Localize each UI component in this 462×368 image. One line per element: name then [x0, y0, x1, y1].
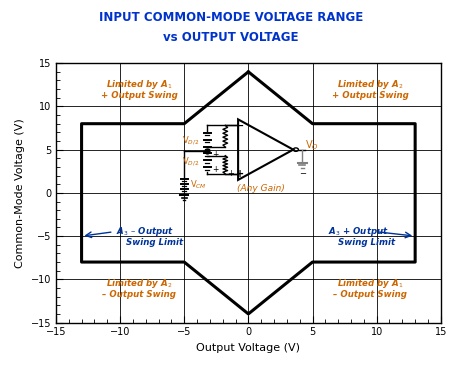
Text: A$_3$ – Output: A$_3$ – Output: [116, 225, 174, 238]
Text: −: −: [299, 170, 306, 178]
Text: – Output Swing: – Output Swing: [103, 290, 176, 300]
Text: +: +: [227, 169, 234, 178]
Text: Limited by A$_1$: Limited by A$_1$: [106, 78, 172, 91]
Text: Limited by A$_1$: Limited by A$_1$: [337, 277, 403, 290]
Text: + Output Swing: + Output Swing: [332, 91, 408, 100]
Text: Limited by A$_2$: Limited by A$_2$: [337, 78, 403, 91]
Text: (Any Gain): (Any Gain): [237, 184, 285, 193]
Text: −: −: [236, 120, 244, 130]
Text: INPUT COMMON-MODE VOLTAGE RANGE: INPUT COMMON-MODE VOLTAGE RANGE: [99, 11, 363, 24]
Text: + Output Swing: + Output Swing: [101, 91, 178, 100]
Text: +: +: [236, 169, 244, 179]
Text: Swing Limit: Swing Limit: [338, 238, 395, 247]
X-axis label: Output Voltage (V): Output Voltage (V): [196, 343, 300, 353]
Text: Limited by A$_2$: Limited by A$_2$: [106, 277, 172, 290]
Text: A$_3$ + Output: A$_3$ + Output: [328, 225, 389, 238]
Text: V$_{D/2}$: V$_{D/2}$: [182, 155, 200, 168]
Text: Swing Limit: Swing Limit: [127, 238, 183, 247]
Text: +: +: [212, 165, 218, 174]
Text: V$_{D/2}$: V$_{D/2}$: [182, 135, 200, 148]
Text: – Output Swing: – Output Swing: [333, 290, 407, 300]
Y-axis label: Common-Mode Voltage (V): Common-Mode Voltage (V): [15, 118, 25, 268]
Text: V$_{CM}$: V$_{CM}$: [190, 179, 207, 191]
Text: vs OUTPUT VOLTAGE: vs OUTPUT VOLTAGE: [163, 31, 299, 44]
Text: +: +: [212, 150, 218, 159]
Text: V$_O$: V$_O$: [305, 138, 319, 152]
